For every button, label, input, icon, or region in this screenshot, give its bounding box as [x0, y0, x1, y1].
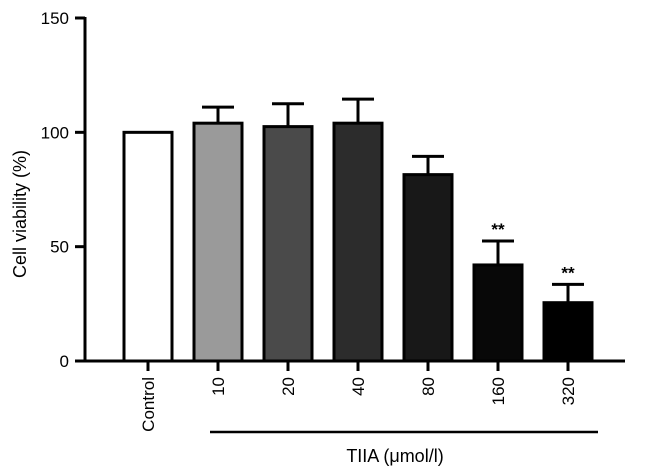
- x-tick-label: 10: [209, 377, 228, 396]
- bar: [402, 173, 454, 363]
- y-axis-title: Cell viability (%): [10, 150, 30, 278]
- significance-marker: **: [561, 263, 575, 282]
- x-tick-label: 20: [279, 377, 298, 396]
- bar: [472, 263, 524, 363]
- x-tick-label: 40: [349, 377, 368, 396]
- x-tick-label: 320: [559, 377, 578, 405]
- bar: [122, 130, 174, 363]
- x-tick-label: 80: [419, 377, 438, 396]
- y-tick-label: 100: [41, 123, 69, 142]
- significance-layer: ** **: [491, 220, 575, 282]
- bar: [542, 301, 594, 363]
- error-bars-layer: [202, 97, 584, 303]
- bar: [262, 125, 314, 363]
- y-tick-label: 0: [60, 352, 69, 371]
- significance-marker: **: [491, 220, 505, 239]
- y-ticks-layer: 0 50 100 150: [41, 9, 85, 371]
- bar: [192, 121, 244, 363]
- x-tick-label: Control: [139, 377, 158, 432]
- y-tick-label: 150: [41, 9, 69, 28]
- group-label: TIIA (μmol/l): [346, 446, 443, 466]
- y-tick-label: 50: [50, 238, 69, 257]
- x-tick-label: 160: [489, 377, 508, 405]
- x-ticks-layer: Control 10 20 40 80 160 320: [139, 361, 578, 432]
- bar: [332, 121, 384, 363]
- bars-layer: [122, 121, 594, 363]
- axes-layer: [83, 17, 625, 363]
